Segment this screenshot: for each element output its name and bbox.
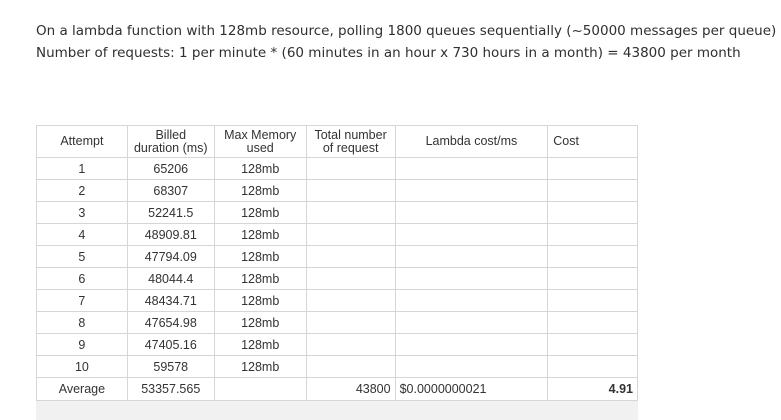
cell-requests[interactable] — [305, 245, 396, 268]
intro-line-2: Number of requests: 1 per minute * (60 m… — [36, 45, 741, 61]
header-billed-duration: Billed duration (ms) — [126, 125, 215, 158]
cell-lambda-cost[interactable] — [394, 289, 549, 312]
cell-lambda-cost[interactable] — [394, 245, 549, 268]
cell-lambda-cost[interactable] — [394, 267, 549, 290]
table-row: 6 48044.4 128mb — [36, 267, 638, 290]
table-row: 3 52241.5 128mb — [36, 201, 638, 224]
cell-average-lambda-cost[interactable]: $0.0000000021 — [394, 377, 549, 401]
header-billed-line1: Billed — [155, 127, 187, 142]
cell-attempt[interactable]: 7 — [36, 289, 128, 312]
cost-spreadsheet: Attempt Billed duration (ms) Max Memory … — [36, 125, 638, 420]
cell-attempt[interactable]: 1 — [36, 157, 128, 180]
cell-cost[interactable] — [547, 223, 638, 246]
table-row: 5 47794.09 128mb — [36, 245, 638, 268]
cell-memory[interactable]: 128mb — [213, 267, 307, 290]
table-row: 4 48909.81 128mb — [36, 223, 638, 246]
cell-average-cost[interactable]: 4.91 — [547, 377, 638, 401]
header-requests-line1: Total number — [314, 127, 387, 142]
cost-table: Attempt Billed duration (ms) Max Memory … — [36, 125, 638, 401]
cell-lambda-cost[interactable] — [394, 179, 549, 202]
cell-cost[interactable] — [547, 267, 638, 290]
cell-requests[interactable] — [305, 333, 396, 356]
cell-requests[interactable] — [305, 157, 396, 180]
cell-billed-duration[interactable]: 48434.71 — [126, 289, 215, 312]
cell-billed-duration[interactable]: 68307 — [126, 179, 215, 202]
cell-attempt[interactable]: 10 — [36, 355, 128, 378]
cell-attempt[interactable]: 5 — [36, 245, 128, 268]
cell-average-requests[interactable]: 43800 — [305, 377, 396, 401]
cell-cost[interactable] — [547, 179, 638, 202]
table-row: 7 48434.71 128mb — [36, 289, 638, 312]
header-attempt: Attempt — [36, 125, 128, 158]
cell-cost[interactable] — [547, 157, 638, 180]
cell-cost[interactable] — [547, 289, 638, 312]
cell-memory[interactable]: 128mb — [213, 355, 307, 378]
table-row: 1 65206 128mb — [36, 157, 638, 180]
header-memory-line1: Max Memory — [224, 127, 297, 142]
cell-cost[interactable] — [547, 355, 638, 378]
table-row: 8 47654.98 128mb — [36, 311, 638, 334]
cell-attempt[interactable]: 3 — [36, 201, 128, 224]
table-row: 2 68307 128mb — [36, 179, 638, 202]
cell-attempt[interactable]: 6 — [36, 267, 128, 290]
cell-requests[interactable] — [305, 223, 396, 246]
cell-billed-duration[interactable]: 47405.16 — [126, 333, 215, 356]
cell-lambda-cost[interactable] — [394, 333, 549, 356]
cell-lambda-cost[interactable] — [394, 355, 549, 378]
cell-lambda-cost[interactable] — [394, 311, 549, 334]
cell-billed-duration[interactable]: 65206 — [126, 157, 215, 180]
cell-memory[interactable]: 128mb — [213, 289, 307, 312]
cell-requests[interactable] — [305, 201, 396, 224]
cell-billed-duration[interactable]: 52241.5 — [126, 201, 215, 224]
header-requests-line2: of request — [322, 140, 379, 155]
cell-requests[interactable] — [305, 289, 396, 312]
cell-cost[interactable] — [547, 311, 638, 334]
cell-cost[interactable] — [547, 201, 638, 224]
cell-billed-duration[interactable]: 59578 — [126, 355, 215, 378]
cell-billed-duration[interactable]: 47654.98 — [126, 311, 215, 334]
header-billed-line2: duration (ms) — [133, 140, 208, 155]
cell-memory[interactable]: 128mb — [213, 311, 307, 334]
header-cost: Cost — [547, 125, 638, 158]
cell-billed-duration[interactable]: 48044.4 — [126, 267, 215, 290]
cell-attempt[interactable]: 9 — [36, 333, 128, 356]
cell-cost[interactable] — [547, 245, 638, 268]
cell-average-billed[interactable]: 53357.565 — [126, 377, 215, 401]
cell-billed-duration[interactable]: 48909.81 — [126, 223, 215, 246]
cell-memory[interactable]: 128mb — [213, 157, 307, 180]
cell-memory[interactable]: 128mb — [213, 179, 307, 202]
cell-attempt[interactable]: 8 — [36, 311, 128, 334]
cell-memory[interactable]: 128mb — [213, 245, 307, 268]
table-row: 10 59578 128mb — [36, 355, 638, 378]
intro-text: On a lambda function with 128mb resource… — [36, 20, 776, 64]
cell-attempt[interactable]: 2 — [36, 179, 128, 202]
header-lambda-cost: Lambda cost/ms — [394, 125, 549, 158]
cell-billed-duration[interactable]: 47794.09 — [126, 245, 215, 268]
cell-requests[interactable] — [305, 267, 396, 290]
table-header-row: Attempt Billed duration (ms) Max Memory … — [36, 125, 638, 158]
cell-average-label[interactable]: Average — [36, 377, 128, 401]
cell-memory[interactable]: 128mb — [213, 333, 307, 356]
table-row: 9 47405.16 128mb — [36, 333, 638, 356]
cell-cost[interactable] — [547, 333, 638, 356]
cell-memory[interactable]: 128mb — [213, 223, 307, 246]
cell-lambda-cost[interactable] — [394, 223, 549, 246]
header-max-memory: Max Memory used — [213, 125, 307, 158]
cell-requests[interactable] — [305, 355, 396, 378]
cell-requests[interactable] — [305, 179, 396, 202]
average-row: Average 53357.565 43800 $0.0000000021 4.… — [36, 377, 638, 401]
cell-requests[interactable] — [305, 311, 396, 334]
intro-line-1: On a lambda function with 128mb resource… — [36, 23, 777, 39]
cell-average-memory[interactable] — [213, 377, 307, 401]
cell-attempt[interactable]: 4 — [36, 223, 128, 246]
cell-lambda-cost[interactable] — [394, 157, 549, 180]
header-total-requests: Total number of request — [305, 125, 396, 158]
cell-lambda-cost[interactable] — [394, 201, 549, 224]
header-memory-line2: used — [246, 140, 274, 155]
cell-memory[interactable]: 128mb — [213, 201, 307, 224]
